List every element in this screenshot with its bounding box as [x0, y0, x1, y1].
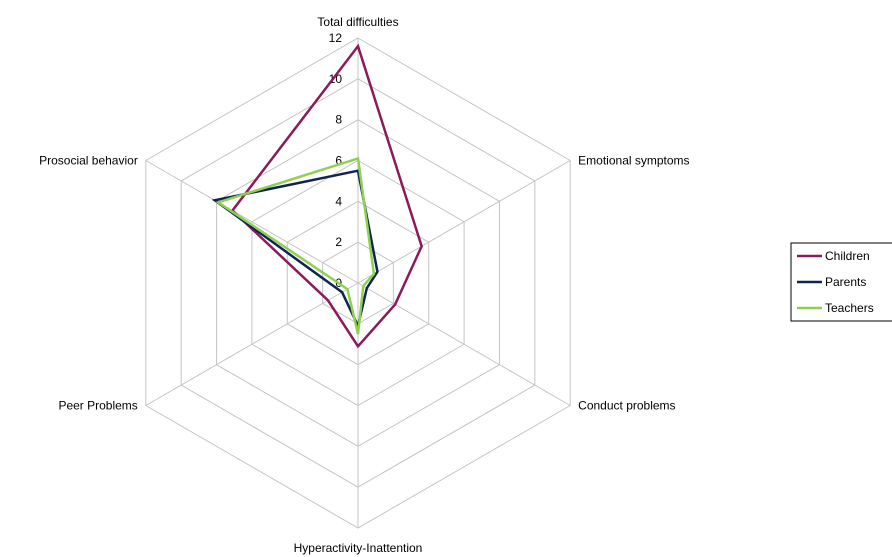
category-label: Prosocial behavior: [39, 154, 138, 168]
radar-spokes: [145, 38, 571, 528]
category-label: Conduct problems: [578, 399, 675, 413]
tick-label: 6: [335, 154, 342, 168]
tick-label: 12: [329, 31, 343, 45]
legend: Children Parents Teachers: [790, 242, 892, 322]
tick-label: 4: [335, 194, 342, 208]
legend-label: Parents: [825, 275, 866, 289]
category-label: Emotional symptoms: [578, 154, 689, 168]
tick-label: 10: [329, 72, 343, 86]
category-label: Peer Problems: [58, 399, 137, 413]
tick-label: 8: [335, 113, 342, 127]
series-line-teachers: [215, 156, 376, 335]
category-labels: Total difficulties Emotional symptoms Cond…: [39, 15, 689, 555]
legend-label: Children: [825, 249, 870, 263]
grid-spoke: [145, 160, 359, 284]
grid-spoke: [145, 282, 359, 406]
category-label: Hyperactivity-Inattention: [294, 541, 423, 555]
series-line-parents: [211, 169, 379, 330]
category-label: Total difficulties: [317, 15, 398, 29]
series-lines: [211, 43, 423, 349]
grid-spoke: [357, 160, 571, 284]
legend-label: Teachers: [825, 301, 874, 315]
grid-spoke: [357, 282, 571, 406]
tick-label: 2: [335, 235, 342, 249]
